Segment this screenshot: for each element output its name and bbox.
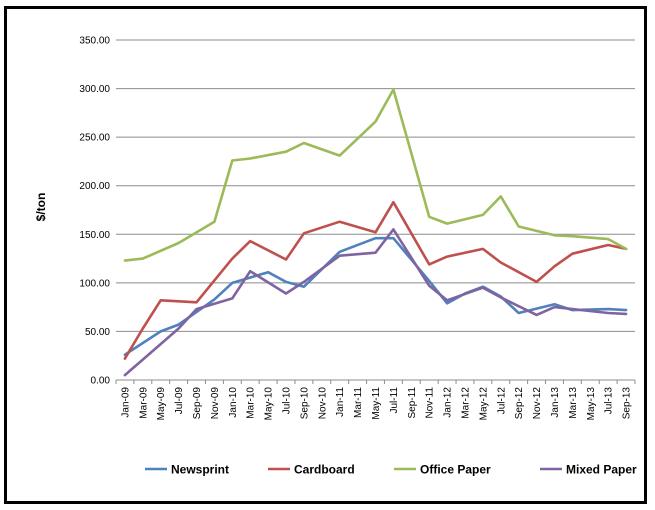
- x-tick-label: Nov-09: [210, 387, 221, 420]
- chart-frame: 0.00 50.00 100.00 150.00 200.00 250.00 300.00 3…: [4, 6, 647, 504]
- y-tick-label: 100.00: [79, 278, 110, 289]
- x-tick-label: Jul-12: [496, 387, 507, 415]
- x-tick-label: Sep-11: [407, 387, 418, 419]
- y-tick-label: 250.00: [79, 133, 110, 144]
- legend: Newsprint Cardboard Office Paper Mixed Pape…: [145, 463, 637, 477]
- series-line-mixed-paper: [123, 228, 628, 377]
- x-tick-label: Sep-10: [299, 387, 310, 420]
- x-tick-label: Mar-09: [138, 387, 149, 419]
- x-tick-label: May-11: [371, 387, 382, 420]
- y-tick-label: 150.00: [79, 230, 110, 241]
- x-tick-label: Mar-13: [568, 387, 579, 419]
- y-tick-label: 50.00: [85, 327, 110, 338]
- line-chart: 0.00 50.00 100.00 150.00 200.00 250.00 300.00 3…: [34, 36, 637, 477]
- x-tick-label: Mar-11: [353, 387, 364, 418]
- x-tick-label: Nov-10: [317, 387, 328, 420]
- legend-label-mixed-paper: Mixed Paper: [566, 463, 637, 477]
- y-tick-label: 0.00: [91, 376, 111, 387]
- x-tick-label: Sep-12: [514, 387, 525, 420]
- x-tick-label: May-10: [264, 387, 275, 421]
- x-tick-label: Jan-10: [228, 387, 239, 418]
- series-line-cardboard: [123, 200, 628, 360]
- x-tick-label: Jan-13: [550, 387, 561, 418]
- y-tick-label: 300.00: [79, 84, 110, 95]
- x-tick-label: Sep-13: [622, 387, 633, 420]
- x-tick-label: Jan-11: [335, 387, 346, 417]
- series-line-office-paper: [123, 88, 628, 262]
- legend-label-office-paper: Office Paper: [420, 463, 491, 477]
- y-tick-label: 350.00: [79, 36, 110, 47]
- series-line-newsprint: [123, 236, 628, 357]
- x-tick-label: Jul-10: [282, 387, 293, 415]
- x-tick-label: May-13: [586, 387, 597, 421]
- x-tick-label: Jul-13: [604, 387, 615, 415]
- x-tick-label: Mar-12: [460, 387, 471, 419]
- x-tick-label: Nov-12: [532, 387, 543, 420]
- x-tick-label: May-09: [156, 387, 167, 421]
- y-tick-label: 200.00: [79, 181, 110, 192]
- x-tick-label: Jul-09: [174, 387, 185, 415]
- x-tick-label: May-12: [478, 387, 489, 421]
- x-tick-label: Jan-09: [120, 387, 131, 418]
- series-lines: [123, 88, 628, 377]
- legend-label-cardboard: Cardboard: [294, 463, 355, 477]
- gridlines: [116, 39, 635, 332]
- legend-label-newsprint: Newsprint: [171, 463, 229, 477]
- x-axis-ticks: Jan-09 Mar-09 May-09 Jul-09 Sep-09 Nov-09 Jan-…: [120, 387, 632, 421]
- x-tick-label: Sep-09: [192, 387, 203, 420]
- x-tick-label: Mar-10: [246, 387, 257, 419]
- x-tick-label: Nov-11: [425, 387, 436, 419]
- x-tick-label: Jul-11: [389, 387, 400, 414]
- x-axis: [115, 379, 636, 384]
- x-tick-label: Jan-12: [443, 387, 454, 418]
- y-axis-label: $/ton: [34, 193, 48, 222]
- y-axis-ticks: 0.00 50.00 100.00 150.00 200.00 250.00 300.00 3…: [79, 36, 110, 387]
